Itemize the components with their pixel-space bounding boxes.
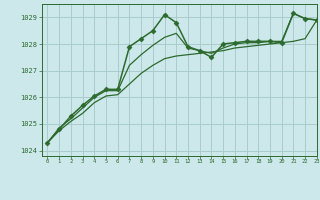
Text: Graphe pression niveau de la mer (hPa): Graphe pression niveau de la mer (hPa): [58, 184, 262, 193]
